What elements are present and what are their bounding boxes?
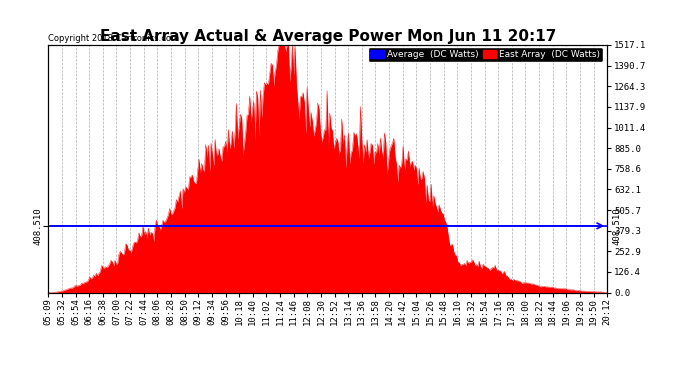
Text: 408.510: 408.510 bbox=[613, 207, 622, 245]
Legend: Average  (DC Watts), East Array  (DC Watts): Average (DC Watts), East Array (DC Watts… bbox=[368, 47, 602, 62]
Title: East Array Actual & Average Power Mon Jun 11 20:17: East Array Actual & Average Power Mon Ju… bbox=[99, 29, 556, 44]
Text: 408.510: 408.510 bbox=[34, 207, 43, 245]
Text: Copyright 2018 Cartronics.com: Copyright 2018 Cartronics.com bbox=[48, 33, 179, 42]
